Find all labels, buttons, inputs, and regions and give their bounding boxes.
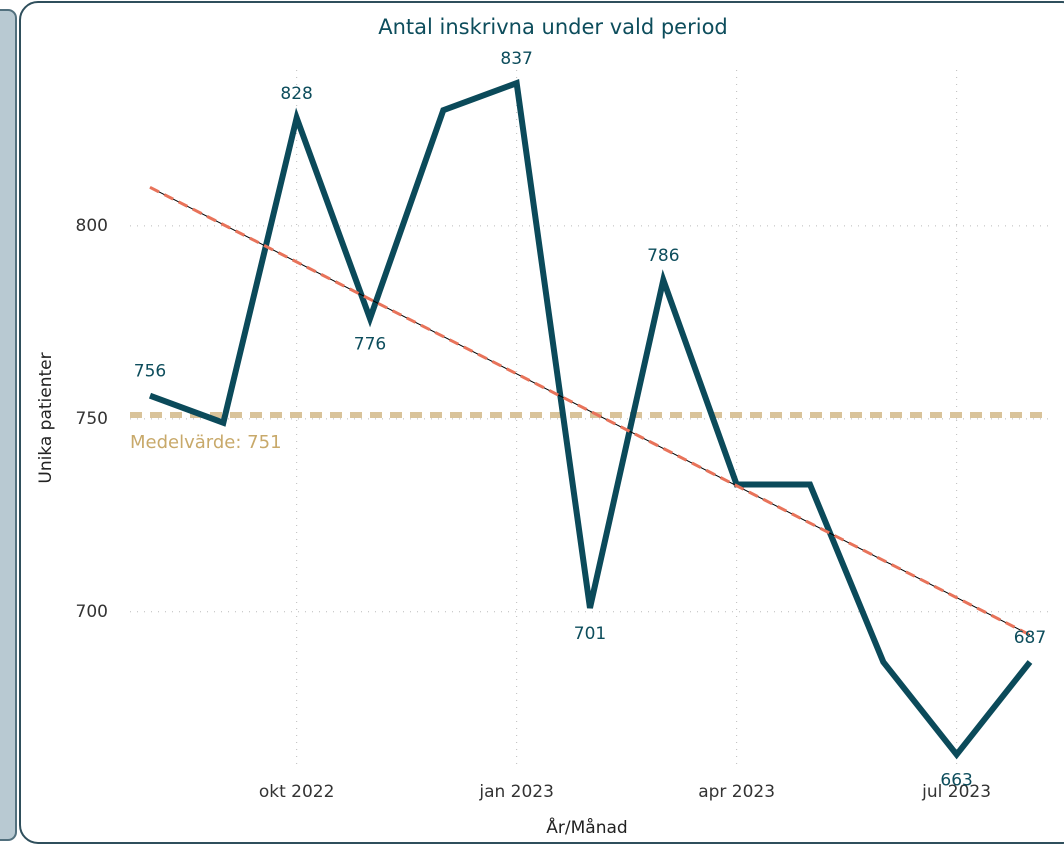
- data-label: 756: [134, 362, 166, 382]
- data-label: 828: [280, 84, 312, 104]
- trend-line: [149, 185, 1031, 637]
- data-label: 687: [1014, 628, 1046, 648]
- average-label: Medelvärde: 751: [130, 432, 282, 453]
- y-axis-title: Unika patienter: [36, 352, 56, 483]
- x-tick-label: jan 2023: [478, 782, 554, 802]
- x-tick-label: apr 2023: [698, 782, 775, 802]
- x-tick-label: okt 2022: [259, 782, 335, 802]
- series-line: [148, 79, 1033, 760]
- y-tick-label: 700: [76, 602, 108, 622]
- data-label: 837: [500, 49, 532, 69]
- sidebar: [0, 9, 17, 841]
- card: [19, 1, 1064, 844]
- chart-title: Antal inskrivna under vald period: [378, 15, 728, 39]
- data-label: 776: [354, 335, 386, 355]
- data-label: 786: [647, 246, 679, 266]
- data-label: 701: [574, 624, 606, 644]
- y-tick-label: 800: [76, 216, 108, 236]
- data-label: 663: [940, 771, 972, 791]
- x-axis-title: År/Månad: [546, 816, 627, 838]
- x-tick-label: jul 2023: [921, 782, 991, 802]
- y-tick-label: 750: [76, 409, 108, 429]
